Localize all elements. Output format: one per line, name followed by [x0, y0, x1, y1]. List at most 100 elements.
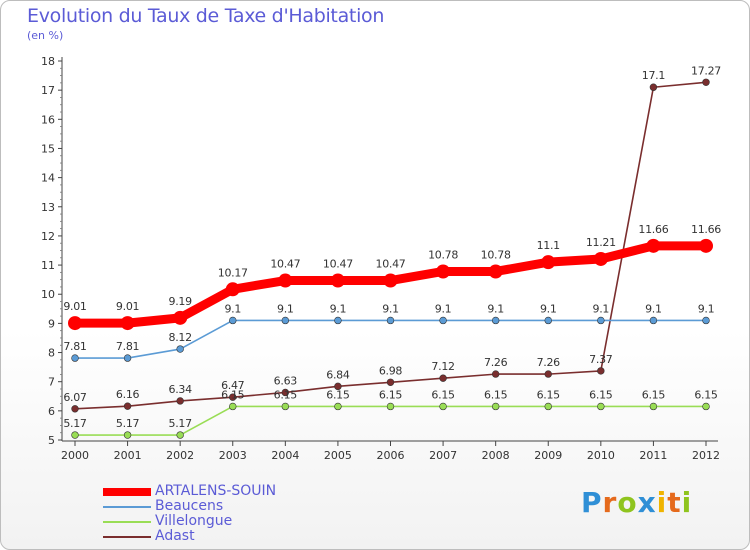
logo-letter: o: [617, 486, 638, 519]
unit-label: (en %): [27, 29, 64, 42]
data-label: 11.66: [691, 223, 721, 236]
data-label: 17.1: [642, 69, 665, 82]
x-tick-label: 2000: [61, 449, 89, 462]
data-label: 7.26: [484, 356, 508, 369]
legend-swatch: [103, 506, 151, 508]
data-label: 7.12: [431, 360, 454, 373]
data-point: [488, 264, 503, 279]
data-point: [439, 374, 447, 382]
data-label: 9.1: [382, 302, 399, 315]
y-tick-label: 11: [41, 259, 55, 272]
data-label: 10.78: [428, 248, 458, 261]
data-point: [334, 316, 342, 325]
legend-item-artalens-souin: ARTALENS-SOUIN: [103, 484, 276, 499]
data-point: [597, 316, 605, 325]
data-point: [334, 382, 342, 391]
logo-letter: r: [602, 486, 618, 519]
y-tick-label: 18: [41, 55, 55, 68]
data-label: 5.17: [169, 417, 193, 430]
y-tick-label: 6: [48, 405, 55, 418]
data-point: [702, 402, 710, 411]
legend-item-villelongue: Villelongue: [103, 514, 276, 529]
data-point: [229, 316, 237, 325]
data-point: [278, 273, 293, 288]
data-point: [439, 402, 447, 411]
data-label: 9.1: [435, 302, 452, 315]
data-label: 6.15: [694, 388, 718, 401]
x-tick-label: 2006: [377, 449, 405, 462]
y-tick-label: 13: [41, 201, 55, 214]
data-point: [439, 316, 447, 325]
data-label: 6.34: [169, 383, 193, 396]
data-point: [597, 367, 605, 375]
data-point: [120, 316, 135, 331]
legend: ARTALENS-SOUIN Beaucens Villelongue Adast: [103, 484, 276, 544]
data-label: 9.1: [540, 302, 557, 315]
legend-item-adast: Adast: [103, 529, 276, 544]
data-point: [491, 370, 500, 378]
data-label: 6.47: [221, 379, 245, 392]
data-point: [71, 431, 79, 439]
data-point: [544, 370, 552, 378]
data-point: [71, 354, 79, 362]
data-label: 7.26: [537, 356, 561, 369]
data-label: 6.15: [642, 388, 666, 401]
data-point: [229, 402, 237, 411]
x-tick-label: 2008: [482, 449, 510, 462]
proxiti-logo: Proxiti: [581, 486, 692, 519]
data-label: 6.15: [537, 388, 561, 401]
y-tick-label: 16: [41, 113, 55, 126]
data-label: 7.37: [589, 353, 613, 366]
data-label: 11.21: [586, 236, 616, 249]
data-label: 6.84: [326, 368, 350, 381]
legend-swatch: [103, 536, 151, 538]
data-label: 10.17: [218, 266, 248, 279]
x-tick-label: 2010: [587, 449, 615, 462]
data-point: [330, 273, 345, 288]
data-point: [281, 388, 290, 397]
data-point: [123, 354, 132, 362]
data-point: [71, 405, 79, 413]
data-label: 9.1: [645, 302, 662, 315]
y-tick-label: 5: [48, 434, 55, 447]
data-point: [541, 255, 556, 270]
data-point: [646, 238, 661, 253]
legend-label: Villelongue: [155, 513, 233, 529]
data-label: 6.15: [221, 388, 245, 401]
legend-label: Adast: [155, 528, 195, 544]
data-point: [229, 393, 237, 401]
data-point: [176, 431, 184, 439]
data-label: 9.1: [698, 302, 715, 315]
data-point: [123, 431, 132, 439]
data-label: 6.15: [274, 388, 298, 401]
data-point: [386, 378, 395, 386]
logo-letter: x: [637, 486, 657, 519]
x-tick-label: 2003: [219, 449, 247, 462]
data-label: 6.15: [379, 388, 403, 401]
data-point: [173, 310, 188, 325]
x-tick-label: 2004: [271, 449, 299, 462]
data-label: 9.1: [487, 302, 504, 315]
data-label: 11.1: [537, 239, 560, 252]
y-tick-label: 14: [41, 172, 55, 185]
data-label: 10.78: [481, 248, 511, 261]
x-tick-label: 2005: [324, 449, 352, 462]
y-tick-label: 7: [48, 376, 55, 389]
legend-label: Beaucens: [155, 498, 224, 514]
data-label: 5.17: [63, 417, 87, 430]
data-label: 6.63: [274, 374, 298, 387]
data-point: [593, 251, 608, 266]
y-tick-label: 8: [48, 347, 55, 360]
data-label: 6.16: [116, 388, 140, 401]
data-label: 17.27: [691, 64, 721, 77]
data-label: 9.1: [277, 302, 294, 315]
data-label: 6.15: [431, 388, 455, 401]
data-point: [68, 316, 82, 331]
data-point: [176, 397, 184, 405]
data-point: [544, 402, 552, 411]
logo-letter: P: [581, 486, 603, 519]
data-label: 6.15: [326, 388, 350, 401]
data-point: [334, 402, 342, 411]
